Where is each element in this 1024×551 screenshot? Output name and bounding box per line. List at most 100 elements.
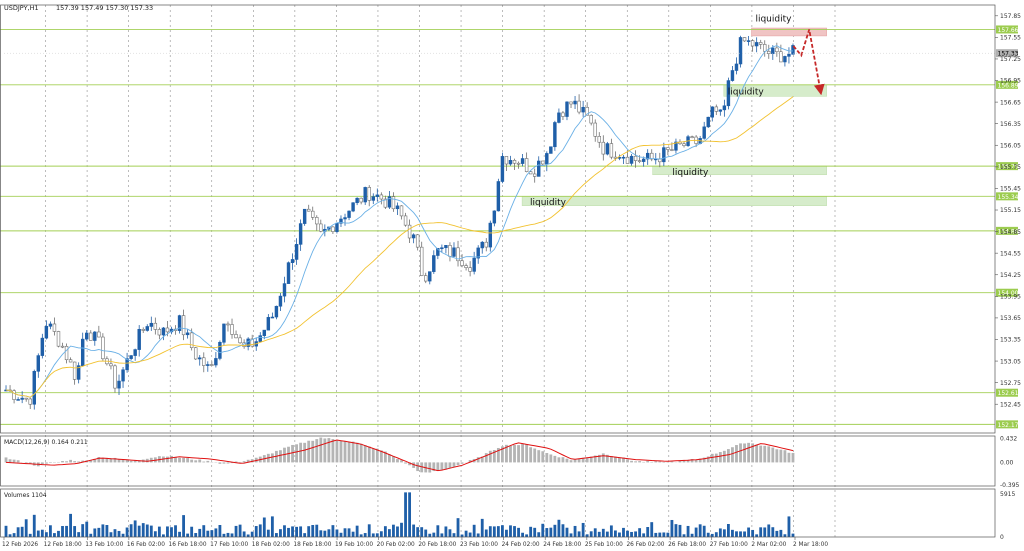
candle-body <box>758 42 763 45</box>
macd-y-tick-label: -0.395 <box>1000 482 1020 489</box>
candle-body <box>508 160 513 165</box>
y-tick-label: 155.45 <box>1000 186 1021 193</box>
candle-body <box>415 234 420 248</box>
moving-average-line <box>5 96 794 398</box>
panel-frames <box>0 4 996 538</box>
candle-body <box>206 364 210 366</box>
candle-body <box>492 210 497 224</box>
candle-body <box>165 327 170 333</box>
candle-body <box>722 105 727 111</box>
candle-body <box>76 365 81 380</box>
candle-body <box>343 217 347 220</box>
y-tick-label: 153.95 <box>1000 294 1021 301</box>
x-tick-label: 13 Feb 10:00 <box>85 542 123 548</box>
candle-body <box>198 357 202 360</box>
candle-body <box>72 361 77 380</box>
y-tick-label: 156.05 <box>1000 142 1021 149</box>
candle-body <box>189 332 194 348</box>
candle-body <box>767 50 771 54</box>
x-tick-label: 20 Feb 18:00 <box>418 542 456 548</box>
price-level-badge <box>996 162 1018 171</box>
panel-border <box>0 435 996 487</box>
liquidity-zone <box>521 196 827 206</box>
forecast-arrow <box>792 29 825 96</box>
price-level-badge <box>996 80 1018 89</box>
y-tick-label: 153.35 <box>1000 337 1021 344</box>
candle-body <box>428 271 432 282</box>
candle-body <box>315 217 319 225</box>
x-tick-label: 24 Feb 18:00 <box>543 542 581 548</box>
candle-body <box>605 143 610 155</box>
candle-body <box>645 152 650 160</box>
candle-body <box>339 218 343 224</box>
candle-body <box>80 338 85 366</box>
candle-body <box>383 198 388 208</box>
candle-body <box>407 224 412 239</box>
candle-body <box>351 202 355 212</box>
candle-body <box>335 222 339 232</box>
candle-body <box>371 196 375 201</box>
candle-body <box>403 215 408 226</box>
x-tick-label: 19 Feb 10:00 <box>335 542 373 548</box>
current-price-label: 157.33 <box>998 51 1019 58</box>
candle-body <box>367 187 371 201</box>
x-tick-label: 26 Feb 02:00 <box>626 542 664 548</box>
volume-y-tick-label: 5915 <box>1000 491 1015 498</box>
y-tick-label: 155.15 <box>1000 207 1021 214</box>
candle-body <box>395 205 400 210</box>
candle-body <box>641 158 646 162</box>
candle-body <box>488 222 493 248</box>
candle-body <box>581 106 585 113</box>
candle-body <box>597 136 601 143</box>
volume-label: Volumes 1104 <box>4 492 47 499</box>
candle-body <box>742 37 747 42</box>
x-tick-label: 18 Feb 18:00 <box>293 542 331 548</box>
candle-body <box>286 262 291 284</box>
candle-body <box>682 143 686 146</box>
candle-body <box>387 196 392 208</box>
candle-body <box>569 101 573 105</box>
ohlc-label: 157.39 157.49 157.30 157.33 <box>56 4 153 12</box>
moving-averages <box>5 45 794 398</box>
price-level-badge <box>996 288 1018 297</box>
symbol-label: USDJPY,H1 <box>4 4 39 12</box>
x-tick-label: 2 Mar 02:00 <box>751 542 786 548</box>
candle-body <box>141 329 145 331</box>
x-tick-label: 17 Feb 10:00 <box>210 542 248 548</box>
candle-body <box>319 223 323 232</box>
candle-body <box>456 247 460 262</box>
current-price-badge <box>996 49 1018 58</box>
candle-body <box>274 305 279 318</box>
candle-body <box>532 173 537 177</box>
y-tick-label: 153.05 <box>1000 358 1021 365</box>
candle-body <box>282 283 287 297</box>
liquidity-label: liquidity <box>755 15 792 25</box>
candle-body <box>294 244 299 260</box>
candle-body <box>24 397 28 400</box>
candle-body <box>129 355 133 359</box>
liquidity-zone <box>751 27 827 37</box>
candle-body <box>302 208 307 224</box>
candle-body <box>355 197 359 204</box>
y-tick-label: 154.25 <box>1000 272 1021 279</box>
candle-body <box>153 322 158 330</box>
candle-body <box>359 197 363 203</box>
x-tick-label: 27 Feb 10:00 <box>710 542 748 548</box>
candle-body <box>738 37 743 65</box>
candle-body <box>436 247 440 256</box>
y-tick-label: 157.55 <box>1000 35 1021 42</box>
candle-body <box>375 194 380 197</box>
price-level-label: 157.66 <box>998 27 1019 34</box>
candle-body <box>266 317 271 331</box>
candle-body <box>363 187 367 203</box>
candle-body <box>516 162 521 165</box>
price-level-label: 155.76 <box>998 164 1019 171</box>
candle-body <box>149 322 154 327</box>
candle-body <box>541 160 545 165</box>
candle-body <box>379 194 384 200</box>
candle-body <box>625 156 630 164</box>
candle-body <box>68 359 73 363</box>
candle-body <box>730 70 735 81</box>
x-tick-label: 20 Feb 02:00 <box>377 542 415 548</box>
candle-body <box>298 223 303 245</box>
